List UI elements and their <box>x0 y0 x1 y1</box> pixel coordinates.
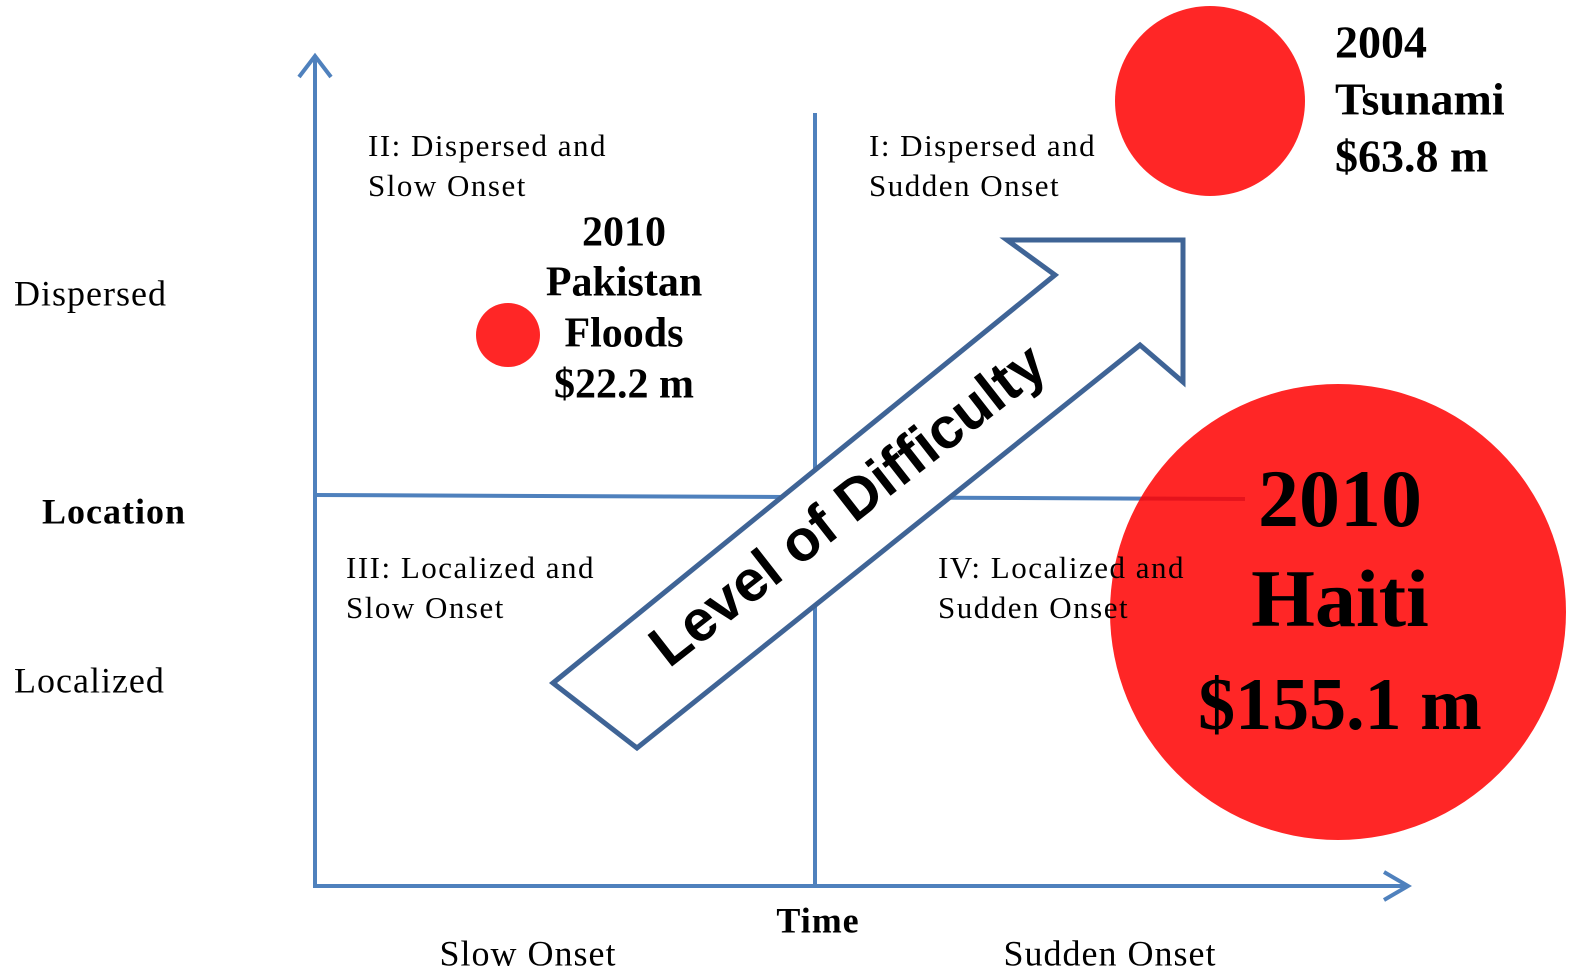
bubble-label: Pakistan <box>546 260 702 306</box>
x-right-label: Sudden Onset <box>1004 933 1217 973</box>
quadrant-label: Sudden Onset <box>869 168 1060 203</box>
y-bottom-label: Localized <box>14 660 165 700</box>
bubble-label: $22.2 m <box>554 362 694 408</box>
arrow-label: Level of Difficulty <box>637 330 1058 679</box>
difficulty-arrow <box>548 237 1186 752</box>
quadrant-label: IV: Localized and <box>938 550 1185 585</box>
quadrant-label: Slow Onset <box>368 168 527 203</box>
bubble-label: Floods <box>564 311 683 357</box>
x-left-label: Slow Onset <box>439 933 616 973</box>
bubble-label: 2010 <box>1258 453 1422 544</box>
bubble-pakistan <box>476 303 540 367</box>
bubble-label: $63.8 m <box>1335 131 1488 182</box>
quadrant-label: I: Dispersed and <box>869 128 1096 163</box>
bubble-label: Haiti <box>1251 553 1429 644</box>
bubble-haiti <box>1110 384 1566 840</box>
bubble-tsunami <box>1115 6 1305 196</box>
bubble-label: 2004 <box>1335 17 1427 68</box>
x-axis-title: Time <box>776 900 859 940</box>
quadrant-label: Sudden Onset <box>938 590 1129 625</box>
y-top-label: Dispersed <box>14 273 167 313</box>
quadrant-label: II: Dispersed and <box>368 128 607 163</box>
bubble-label: Tsunami <box>1335 74 1505 125</box>
x-axis-arrowhead <box>1382 870 1412 902</box>
quadrant-label: III: Localized and <box>346 550 595 585</box>
bubble-label: 2010 <box>582 210 666 256</box>
quadrant-label: Slow Onset <box>346 590 505 625</box>
y-axis-title: Location <box>42 491 186 531</box>
y-axis-arrowhead <box>297 52 333 79</box>
bubble-label: $155.1 m <box>1198 664 1482 746</box>
